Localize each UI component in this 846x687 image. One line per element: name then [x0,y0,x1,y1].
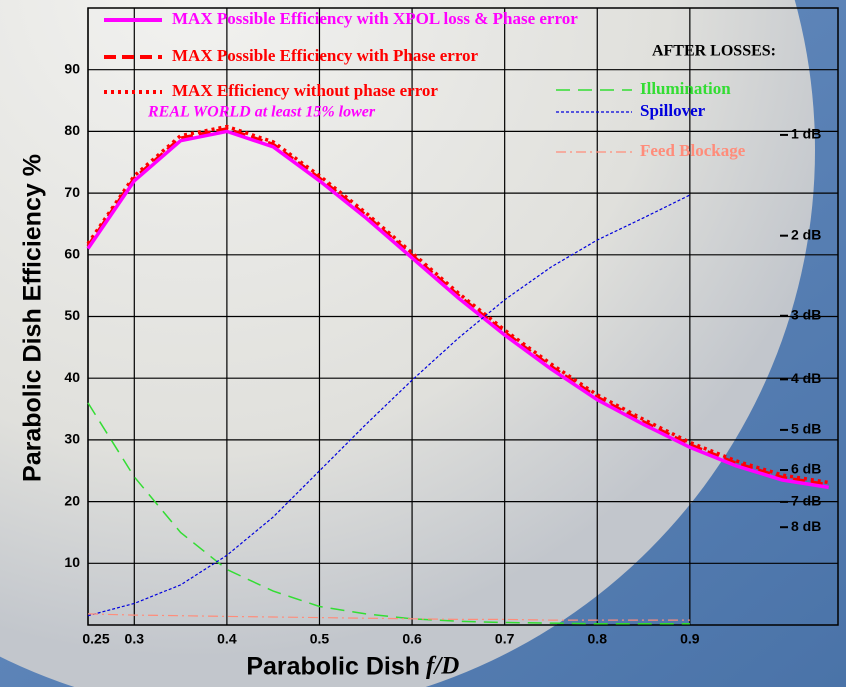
x-tick-label: 0.25 [82,631,109,647]
series-line [87,613,690,621]
legend-label: Illumination [640,79,731,98]
series-line [86,124,829,485]
legend-label: Spillover [640,101,706,120]
legend-label: Feed Blockage [640,141,746,160]
y2-tick-label: 3 dB [791,306,821,322]
y2-tick-label: 1 dB [791,126,821,142]
series-line [86,129,829,490]
y2-tick-label: 2 dB [791,226,821,242]
series-line [86,127,829,487]
series-line [87,194,691,617]
y2-tick-label: 4 dB [791,370,821,386]
y-tick-label: 90 [64,60,80,76]
x-tick-label: 0.4 [217,631,237,647]
x-tick-label: 0.6 [402,631,422,647]
x-tick-label: 0.9 [680,631,700,647]
y-tick-label: 10 [64,554,80,570]
y2-tick-label: 5 dB [791,421,821,437]
x-tick-label: 0.8 [588,631,608,647]
legend-label: MAX Possible Efficiency with XPOL loss &… [172,9,578,28]
y2-tick-label: 6 dB [791,461,821,477]
y-tick-label: 20 [64,492,80,508]
moon [0,0,815,687]
y-tick-label: 80 [64,122,80,138]
losses-heading: AFTER LOSSES: [652,43,776,60]
x-tick-label: 0.3 [125,631,145,647]
annotation: REAL WORLD at least 15% lower [147,104,376,121]
y-tick-label: 50 [64,307,80,323]
y-tick-label: 60 [64,246,80,262]
y-tick-label: 30 [64,431,80,447]
y-tick-label: 40 [64,369,80,385]
legend-label: MAX Possible Efficiency with Phase error [172,46,479,65]
y2-tick-label: 7 dB [791,493,821,509]
legend-label: MAX Efficiency without phase error [172,81,438,100]
x-tick-label: 0.5 [310,631,330,647]
y-axis-label: Parabolic Dish Efficiency % [19,154,47,482]
x-tick-label: 0.7 [495,631,515,647]
x-axis-label: Parabolic Dish [246,653,420,681]
y2-tick-label: 8 dB [791,518,821,534]
x-axis-label-italic: f/D [426,653,459,680]
y-tick-label: 70 [64,184,80,200]
